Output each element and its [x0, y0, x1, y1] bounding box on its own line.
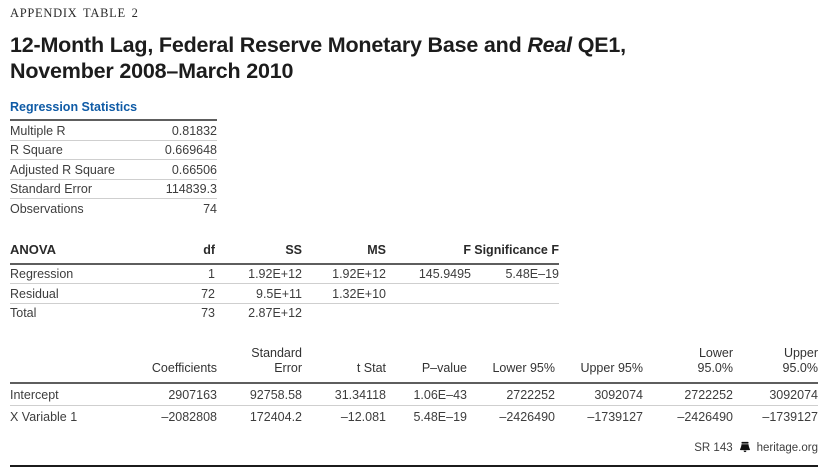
page-footer: SR 143 heritage.org: [10, 441, 818, 455]
bottom-rule: [10, 465, 818, 467]
cell-value: 2722252: [467, 383, 555, 406]
cell-value: 1.06E–43: [386, 383, 467, 406]
title-italic-word: Real: [527, 33, 572, 57]
anova-heading: ANOVA: [10, 239, 135, 265]
cell-value: 145.9495: [386, 263, 471, 284]
cell-value: –2082808: [161, 410, 217, 424]
column-header-significance-f: Significance F: [471, 239, 559, 265]
table-row: Regression 1 1.92E+12 1.92E+12 145.9495 …: [10, 263, 559, 284]
column-header-upper-95: Upper 95%: [555, 346, 643, 384]
cell-value: 3092074: [555, 383, 643, 406]
column-header-lower-95-0: Lower 95.0%: [643, 346, 733, 384]
column-header-f: F: [386, 239, 471, 265]
table-row: Residual 72 9.5E+11 1.32E+10: [10, 283, 559, 304]
cell-value: 1: [135, 263, 215, 284]
cell-value: –2426490: [677, 410, 733, 424]
cell-value: 1.92E+12: [215, 263, 302, 284]
table-row: X Variable 1 –2082808 172404.2 –12.081 5…: [10, 406, 818, 428]
row-label: Intercept: [10, 383, 135, 406]
appendix-table-label: APPENDIX TABLE 2: [10, 6, 139, 20]
row-value: 0.66506: [130, 159, 218, 180]
table-header-row: Coefficients Standard Error t Stat P–val…: [10, 346, 818, 384]
table-row: Total 73 2.87E+12: [10, 303, 559, 322]
table-row: Standard Error 114839.3: [10, 179, 218, 199]
row-label: Multiple R: [10, 120, 130, 141]
column-header-standard-error: Standard Error: [217, 346, 302, 384]
regression-statistics-table: Regression Statistics Multiple R 0.81832…: [10, 98, 218, 218]
row-value: 0.81832: [130, 120, 218, 141]
cell-value: 3092074: [733, 383, 818, 406]
cell-value: –1739127: [587, 410, 643, 424]
row-label: Standard Error: [10, 179, 130, 199]
cell-value: 172404.2: [249, 410, 302, 424]
page-title: 12-Month Lag, Federal Reserve Monetary B…: [10, 32, 818, 84]
column-header-empty: [10, 346, 135, 384]
cell-value: 2907163: [135, 383, 217, 406]
cell-value: 31.34118: [302, 383, 386, 406]
column-header-ms: MS: [302, 239, 386, 265]
cell-value: 1.32E+10: [302, 283, 386, 304]
cell-value: 72: [135, 283, 215, 304]
cell-value: [471, 303, 559, 322]
cell-value: 92758.58: [217, 383, 302, 406]
table-row: Observations 74: [10, 199, 217, 218]
cell-value: [386, 283, 471, 304]
cell-value: –12.081: [340, 410, 386, 424]
table-header-row: ANOVA df SS MS F Significance F: [10, 239, 559, 265]
row-label: Total: [10, 306, 37, 320]
row-label: Residual: [10, 283, 135, 304]
row-label: Observations: [10, 201, 84, 216]
report-id: SR 143: [694, 442, 733, 454]
column-header-coefficients: Coefficients: [135, 346, 217, 384]
row-value: 114839.3: [130, 179, 218, 199]
column-header-p-value: P–value: [386, 346, 467, 384]
cell-value: [386, 303, 471, 322]
cell-value: 5.48E–19: [413, 410, 467, 424]
row-label: Adjusted R Square: [10, 159, 130, 180]
row-label: R Square: [10, 140, 130, 160]
column-header-upper-95-0: Upper 95.0%: [733, 346, 818, 384]
cell-value: –1739127: [762, 410, 818, 424]
cell-value: 2.87E+12: [248, 306, 302, 320]
title-line1-pre: 12-Month Lag, Federal Reserve Monetary B…: [10, 33, 528, 57]
cell-value: 5.48E–19: [471, 263, 559, 284]
column-header-ss: SS: [215, 239, 302, 265]
table-row: Multiple R 0.81832: [10, 120, 218, 141]
table-row: Intercept 2907163 92758.58 31.34118 1.06…: [10, 383, 818, 406]
row-value: 0.669648: [130, 140, 218, 160]
cell-value: –2426490: [499, 410, 555, 424]
liberty-bell-icon: [738, 441, 752, 455]
column-header-t-stat: t Stat: [302, 346, 386, 384]
cell-value: 1.92E+12: [302, 263, 386, 284]
row-value: 74: [203, 201, 218, 216]
cell-value: 9.5E+11: [215, 283, 302, 304]
cell-value: [302, 303, 386, 322]
title-line2: November 2008–March 2010: [10, 59, 294, 83]
cell-value: 2722252: [643, 383, 733, 406]
table-row: R Square 0.669648: [10, 140, 218, 160]
regression-statistics-heading: Regression Statistics: [10, 98, 218, 121]
coefficients-table: Coefficients Standard Error t Stat P–val…: [10, 346, 818, 427]
column-header-lower-95: Lower 95%: [467, 346, 555, 384]
table-header-row: Regression Statistics: [10, 98, 218, 121]
cell-value: 73: [201, 306, 215, 320]
row-label: Regression: [10, 263, 135, 284]
table-row: Adjusted R Square 0.66506: [10, 159, 218, 180]
anova-table: ANOVA df SS MS F Significance F Regressi…: [10, 239, 559, 323]
column-header-df: df: [135, 239, 215, 265]
cell-value: [471, 283, 559, 304]
title-line1-post: QE1,: [571, 33, 626, 57]
row-label: X Variable 1: [10, 410, 78, 424]
site-url: heritage.org: [756, 442, 818, 454]
